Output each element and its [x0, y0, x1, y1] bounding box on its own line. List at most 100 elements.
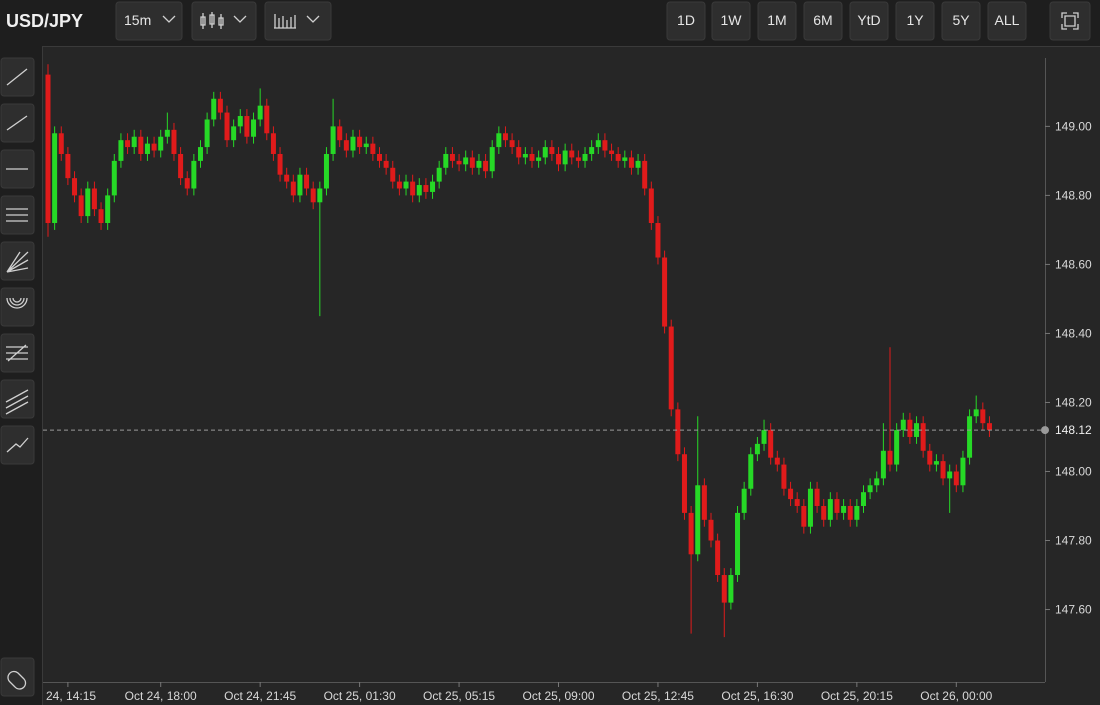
candle-body: [542, 147, 548, 158]
tool-icon: [6, 437, 29, 453]
candle-body: [217, 98, 223, 113]
range-label: 1W: [721, 12, 743, 28]
range-button[interactable]: [849, 1, 889, 41]
fullscreen-box[interactable]: [1049, 1, 1091, 41]
candles-icon: [200, 12, 224, 29]
candle-body: [171, 129, 177, 154]
candle-body: [85, 188, 91, 217]
candle-body: [264, 105, 270, 134]
tool-icon: [7, 670, 27, 690]
candle-body: [502, 133, 508, 141]
tool-pitchfork[interactable]: [0, 379, 35, 419]
candle-body: [436, 167, 442, 182]
range-label: 6M: [813, 12, 832, 28]
candle-body: [728, 575, 734, 603]
indicator-icon: [274, 14, 296, 29]
range-button[interactable]: [803, 1, 843, 41]
candle-body: [58, 133, 64, 154]
tool-fan[interactable]: [0, 241, 35, 281]
candle-body: [622, 157, 628, 161]
candle-body: [65, 153, 71, 179]
candle-body: [509, 140, 515, 148]
candle-body: [967, 416, 973, 458]
candle-body: [105, 195, 111, 224]
y-tick-label: 148.60: [1055, 257, 1092, 271]
candle-body: [701, 485, 707, 520]
range-button[interactable]: [941, 1, 981, 41]
candle-body: [562, 150, 568, 165]
candle-body: [867, 485, 873, 493]
range-button[interactable]: [757, 1, 797, 41]
candle-body: [986, 423, 992, 431]
candle-body: [522, 153, 528, 158]
y-tick-label: 147.60: [1055, 603, 1092, 617]
y-tick-label: 148.80: [1055, 188, 1092, 202]
chevron: [306, 15, 320, 23]
range-button[interactable]: [987, 1, 1027, 41]
candle-body: [304, 174, 310, 189]
candle-body: [595, 140, 601, 148]
candle-body: [224, 112, 230, 141]
candle-body: [668, 326, 674, 410]
range-button[interactable]: [711, 1, 751, 41]
candle-body: [396, 181, 402, 189]
candle-body: [383, 160, 389, 168]
candle-body: [973, 409, 979, 417]
candle-body: [721, 575, 727, 603]
candle-body: [390, 167, 396, 182]
y-tick-label: 148.00: [1055, 464, 1092, 478]
candle-body: [317, 188, 323, 203]
candle-body: [615, 153, 621, 161]
candle-body: [191, 160, 197, 189]
tool-icon: [6, 68, 28, 86]
candle-body: [403, 181, 409, 189]
candle-body: [980, 409, 986, 424]
candle-body: [536, 157, 542, 161]
y-tick-label: 148.40: [1055, 326, 1092, 340]
candle-body: [715, 540, 721, 576]
candle-body: [741, 488, 747, 513]
last-price-dot: [1041, 426, 1049, 435]
candle-body: [337, 126, 343, 141]
range-label: YtD: [857, 12, 880, 28]
candle-body: [655, 223, 661, 258]
candle-body: [575, 157, 581, 161]
indicator-button[interactable]: [264, 1, 332, 41]
x-tick-label: Oct 25, 12:45: [622, 689, 694, 703]
candle-body: [496, 133, 502, 148]
candle-body: [151, 143, 157, 151]
candle-body: [343, 140, 349, 151]
range-button[interactable]: [895, 1, 935, 41]
candle-body: [516, 147, 522, 158]
interval-button[interactable]: [115, 1, 183, 41]
y-tick-label: 149.00: [1055, 119, 1092, 133]
candle-body: [675, 409, 681, 455]
interval-dropdown[interactable]: 15m: [115, 1, 183, 41]
candle-body: [131, 136, 137, 148]
range-label: 1M: [767, 12, 786, 28]
tool-arcs[interactable]: [0, 287, 35, 327]
candle-body: [125, 140, 131, 148]
x-tick-label: Oct 24, 21:45: [224, 689, 296, 703]
range-buttons: 1D 1W 1M 6M YtD 1Y 5Y ALL: [666, 1, 1027, 41]
range-button[interactable]: [666, 1, 706, 41]
candle-body: [204, 119, 210, 148]
tool-magnet[interactable]: [0, 657, 35, 697]
chart-type-button[interactable]: [191, 1, 257, 41]
indicator-dropdown[interactable]: [264, 1, 332, 41]
candle-body: [602, 140, 608, 151]
candle-body: [774, 457, 780, 465]
chart-type-dropdown[interactable]: [191, 1, 257, 41]
x-tick-label: Oct 25, 01:30: [324, 689, 396, 703]
tool-icon: [6, 208, 28, 222]
candle-body: [231, 126, 237, 141]
candle-body: [178, 153, 184, 179]
range-label: ALL: [995, 12, 1020, 28]
fullscreen-button[interactable]: [1049, 1, 1091, 41]
candle-body: [801, 505, 807, 527]
fullscreen-icon: [1061, 12, 1079, 30]
x-tick-label: Oct 25, 20:15: [821, 689, 893, 703]
range-label: 1Y: [906, 12, 924, 28]
candle-body: [569, 150, 575, 158]
